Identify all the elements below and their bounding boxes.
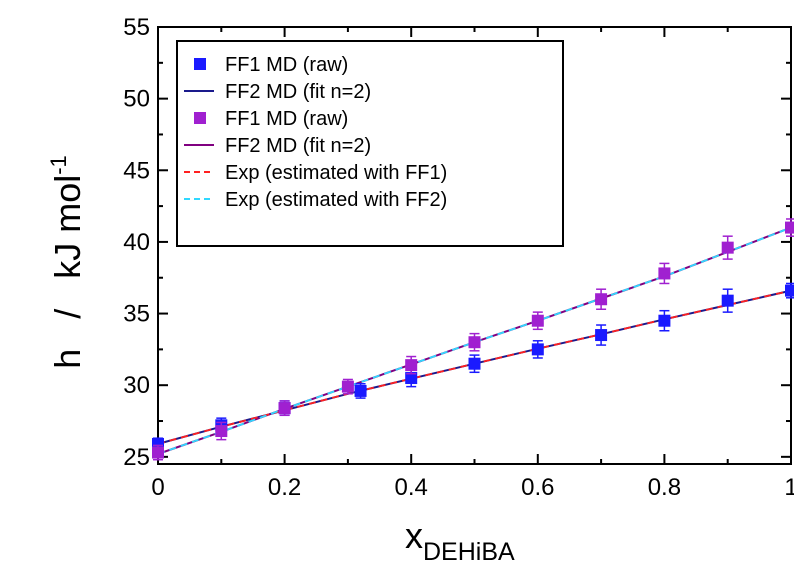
y-tick-label: 45 xyxy=(123,157,150,184)
y-axis-title-superscript: -1 xyxy=(46,155,71,175)
data-point xyxy=(469,358,481,370)
y-tick-label: 35 xyxy=(123,301,150,328)
x-axis-title-subscript: DEHiBA xyxy=(423,538,515,566)
data-point xyxy=(355,385,367,397)
y-tick-label: 50 xyxy=(123,86,150,113)
data-point xyxy=(532,343,544,355)
x-axis-title: xDEHiBA xyxy=(405,515,515,566)
y-tick-label: 55 xyxy=(123,14,150,41)
data-point xyxy=(405,359,417,371)
x-axis-title-main: x xyxy=(405,515,423,556)
legend-label: FF2 MD (fit n=2) xyxy=(225,135,371,157)
legend-marker xyxy=(194,112,206,124)
x-tick-label: 0 xyxy=(151,474,164,501)
y-tick-label: 25 xyxy=(123,444,150,471)
data-point xyxy=(785,285,794,297)
data-point xyxy=(279,402,291,414)
y-tick-label: 30 xyxy=(123,372,150,399)
data-point xyxy=(785,222,794,234)
legend-label: Exp (estimated with FF1) xyxy=(225,162,447,184)
data-point xyxy=(342,381,354,393)
data-point xyxy=(722,295,734,307)
series-layer xyxy=(152,219,794,460)
series-0 xyxy=(152,283,794,449)
legend-label: FF1 MD (raw) xyxy=(225,54,348,76)
data-point xyxy=(595,293,607,305)
x-tick-label: 0.4 xyxy=(395,474,428,501)
data-point xyxy=(658,315,670,327)
y-axis-title-main: h / kJ mol xyxy=(47,175,88,369)
series-2 xyxy=(152,219,794,460)
data-point xyxy=(532,315,544,327)
data-point xyxy=(658,267,670,279)
y-tick-label: 40 xyxy=(123,229,150,256)
legend-label: Exp (estimated with FF2) xyxy=(225,189,447,211)
data-point xyxy=(469,336,481,348)
data-point xyxy=(152,447,164,459)
data-point xyxy=(722,242,734,254)
x-tick-label: 0.6 xyxy=(521,474,554,501)
legend-marker xyxy=(194,58,206,70)
x-tick-label: 1 xyxy=(784,474,794,501)
legend: FF1 MD (raw) FF2 MD (fit n=2) FF1 MD (raw)… xyxy=(177,41,563,246)
x-tick-label: 0.8 xyxy=(648,474,681,501)
legend-label: FF1 MD (raw) xyxy=(225,108,348,130)
y-axis-title: h / kJ mol-1 xyxy=(46,155,88,369)
data-point xyxy=(595,329,607,341)
x-tick-label: 0.2 xyxy=(268,474,301,501)
data-point xyxy=(215,425,227,437)
legend-label: FF2 MD (fit n=2) xyxy=(225,81,371,103)
